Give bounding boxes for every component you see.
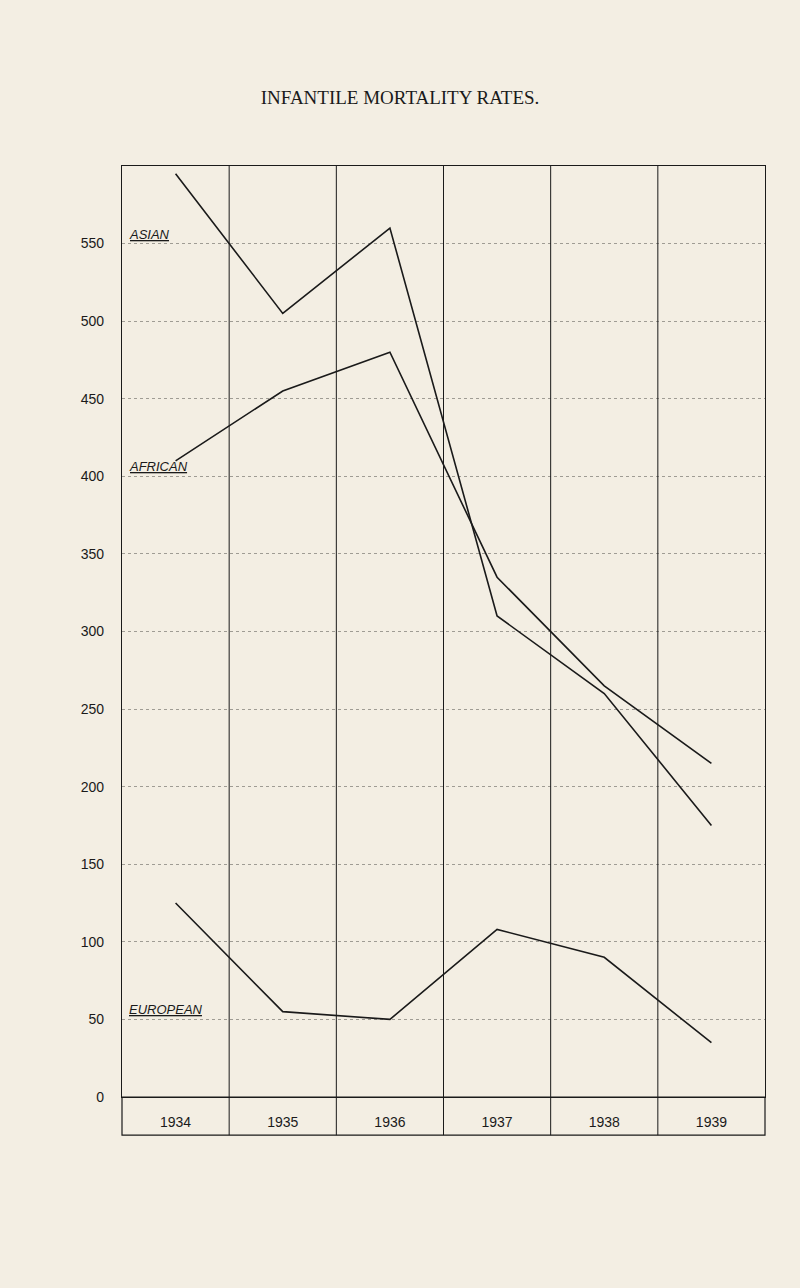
svg-text:1934: 1934 [160,1114,191,1130]
svg-text:550: 550 [81,235,105,251]
svg-text:1939: 1939 [696,1114,727,1130]
svg-text:EUROPEAN: EUROPEAN [129,1002,203,1017]
svg-text:100: 100 [81,934,105,950]
svg-text:INFANTILE MORTALITY RATES.: INFANTILE MORTALITY RATES. [261,87,540,108]
svg-text:1935: 1935 [267,1114,298,1130]
svg-text:250: 250 [81,701,105,717]
svg-text:200: 200 [81,779,105,795]
svg-text:500: 500 [81,313,105,329]
svg-text:50: 50 [88,1011,104,1027]
svg-text:0: 0 [96,1089,104,1105]
svg-text:1937: 1937 [482,1114,513,1130]
svg-text:1938: 1938 [589,1114,620,1130]
svg-text:150: 150 [81,856,105,872]
svg-text:300: 300 [81,623,105,639]
svg-text:ASIAN: ASIAN [129,227,170,242]
svg-text:350: 350 [81,546,105,562]
svg-text:1936: 1936 [374,1114,405,1130]
svg-text:AFRICAN: AFRICAN [129,459,188,474]
svg-text:450: 450 [81,391,105,407]
svg-text:400: 400 [81,468,105,484]
